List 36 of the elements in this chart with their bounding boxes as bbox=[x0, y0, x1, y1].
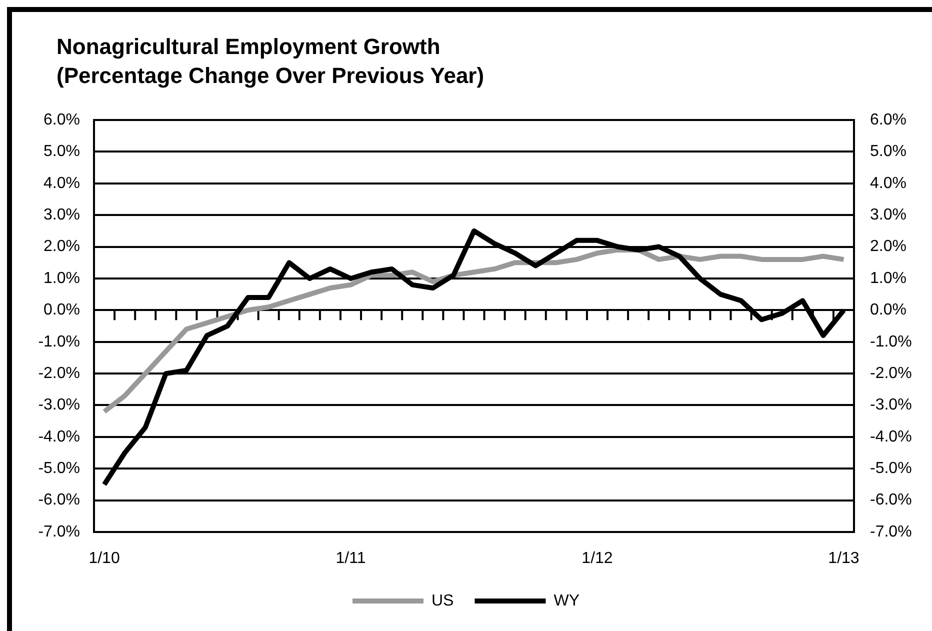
y-tick-label: -4.0% bbox=[38, 428, 80, 446]
y-tick-label: -1.0% bbox=[38, 333, 80, 350]
y-tick-label: 5.0% bbox=[44, 143, 80, 160]
y2-tick-label: 2.0% bbox=[870, 238, 906, 256]
y-tick-label: -7.0% bbox=[38, 523, 80, 540]
y-tick-label: -2.0% bbox=[38, 364, 80, 382]
x-tick-label: 1/13 bbox=[828, 550, 860, 568]
y2-tick-label: 1.0% bbox=[870, 270, 906, 287]
y2-tick-label: -3.0% bbox=[870, 396, 912, 414]
y-tick-label: 2.0% bbox=[44, 238, 80, 256]
y-tick-label: 3.0% bbox=[44, 206, 80, 224]
y-tick-label: 0.0% bbox=[44, 302, 80, 319]
chart-subtitle: (Percentage Change Over Previous Year) bbox=[56, 62, 484, 90]
y2-tick-label: 4.0% bbox=[870, 174, 906, 192]
x-tick-label: 1/12 bbox=[582, 550, 613, 568]
y-tick-label: -3.0% bbox=[38, 396, 80, 414]
y-tick-label: 4.0% bbox=[44, 174, 80, 192]
y2-tick-label: 5.0% bbox=[870, 143, 906, 160]
legend-label: WY bbox=[554, 592, 580, 610]
y2-tick-label: -5.0% bbox=[870, 460, 912, 478]
y-tick-label: 1.0% bbox=[44, 270, 80, 287]
x-tick-label: 1/11 bbox=[336, 550, 366, 568]
y2-tick-label: -7.0% bbox=[870, 523, 912, 540]
y2-tick-label: 0.0% bbox=[870, 302, 906, 319]
y2-tick-label: -2.0% bbox=[870, 364, 912, 382]
y-tick-label: 6.0% bbox=[44, 111, 80, 128]
y2-tick-label: 6.0% bbox=[870, 111, 906, 128]
x-tick-label: 1/10 bbox=[88, 550, 120, 568]
y2-tick-label: -1.0% bbox=[870, 333, 912, 350]
legend-label: US bbox=[432, 592, 454, 610]
y2-tick-label: -6.0% bbox=[870, 492, 912, 509]
y-tick-label: -5.0% bbox=[38, 460, 80, 478]
y2-tick-label: -4.0% bbox=[870, 428, 912, 446]
y2-tick-label: 3.0% bbox=[870, 206, 906, 224]
y-tick-label: -6.0% bbox=[38, 492, 80, 509]
chart-title: Nonagricultural Employment Growth bbox=[56, 32, 440, 60]
